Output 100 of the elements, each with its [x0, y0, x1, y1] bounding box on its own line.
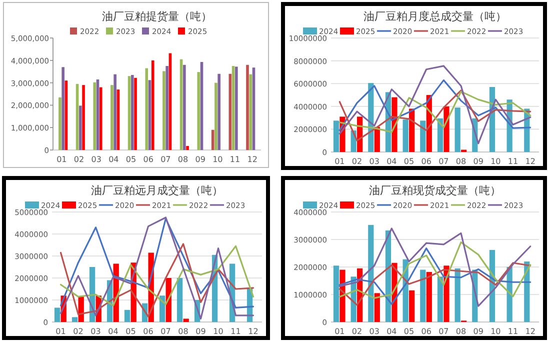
- line-series: [338, 90, 532, 133]
- x-tick-label: 12: [247, 155, 258, 164]
- chart-title: 油厂豆粕月度总成交量（吨）: [364, 10, 506, 23]
- bar: [246, 64, 249, 150]
- bar: [333, 266, 340, 322]
- x-tick-label: 04: [386, 327, 397, 336]
- x-tick-label: 11: [508, 157, 518, 166]
- x-tick-label: 02: [352, 157, 362, 166]
- x-tick-label: 08: [456, 327, 466, 336]
- bar: [402, 120, 408, 152]
- bar: [420, 120, 426, 152]
- bar: [176, 278, 183, 322]
- x-tick-label: 03: [369, 157, 380, 166]
- bar: [409, 108, 415, 152]
- x-tick-label: 04: [108, 155, 119, 164]
- x-tick-label: 09: [473, 157, 484, 166]
- x-tick-label: 08: [178, 155, 188, 164]
- x-tick-label: 08: [178, 327, 188, 336]
- x-tick-label: 07: [160, 327, 171, 336]
- bar: [183, 64, 186, 150]
- bar: [374, 126, 380, 152]
- line-series: [338, 248, 532, 305]
- x-tick-label: 05: [126, 327, 136, 336]
- x-tick-label: 10: [212, 155, 223, 164]
- chart-title: 油厂豆粕现货成交量（吨）: [369, 184, 501, 197]
- x-tick-label: 04: [386, 157, 397, 166]
- bar: [110, 85, 114, 150]
- bar: [72, 317, 78, 322]
- bar: [426, 272, 432, 322]
- bar: [420, 270, 426, 322]
- bar: [166, 66, 168, 150]
- x-tick-label: 01: [334, 157, 345, 166]
- x-tick-label: 10: [213, 327, 224, 336]
- line-series: [338, 90, 532, 142]
- bar: [235, 66, 238, 150]
- bar: [124, 310, 130, 322]
- bar: [62, 67, 64, 150]
- x-tick-label: 01: [56, 155, 67, 164]
- x-tick-label: 01: [56, 327, 66, 336]
- bar: [437, 276, 444, 322]
- bar: [131, 74, 134, 150]
- line-series: [338, 228, 532, 307]
- line-series: [338, 79, 532, 132]
- bar: [82, 85, 85, 150]
- x-tick-label: 05: [404, 327, 414, 336]
- x-tick-label: 03: [91, 155, 102, 164]
- bar: [114, 74, 116, 150]
- bar: [197, 72, 200, 150]
- x-tick-label: 11: [230, 155, 240, 164]
- bar: [93, 82, 96, 150]
- bar: [454, 268, 460, 322]
- line-series: [338, 241, 532, 299]
- x-tick-label: 03: [90, 327, 101, 336]
- x-tick-label: 02: [74, 155, 84, 164]
- x-tick-label: 06: [421, 327, 432, 336]
- x-tick-label: 10: [490, 327, 501, 336]
- bar: [249, 74, 252, 150]
- bar: [162, 71, 166, 150]
- x-tick-label: 07: [438, 157, 449, 166]
- x-tick-label: 07: [160, 155, 171, 164]
- line-series: [338, 262, 532, 306]
- bar: [214, 82, 218, 150]
- x-tick-label: 06: [421, 157, 432, 166]
- x-tick-label: 12: [248, 327, 258, 336]
- x-tick-label: 12: [525, 157, 536, 166]
- x-tick-label: 11: [508, 327, 518, 336]
- x-tick-label: 05: [126, 155, 136, 164]
- x-tick-label: 09: [196, 327, 206, 336]
- bar: [183, 318, 189, 322]
- x-tick-label: 04: [108, 327, 118, 336]
- bar: [368, 224, 374, 322]
- x-tick-label: 01: [334, 327, 345, 336]
- chart-title: 油厂豆粕提货量（吨）: [102, 10, 212, 23]
- bar: [54, 308, 60, 322]
- x-tick-label: 06: [143, 327, 154, 336]
- bar: [145, 68, 148, 150]
- line-series: [338, 65, 532, 144]
- x-tick-label: 09: [473, 327, 484, 336]
- bar: [454, 108, 460, 152]
- x-tick-label: 09: [195, 155, 206, 164]
- bar: [444, 106, 450, 152]
- x-tick-label: 12: [525, 327, 536, 336]
- line-series: [60, 243, 254, 318]
- bar: [134, 78, 137, 150]
- bar: [437, 118, 444, 152]
- bar: [333, 120, 340, 152]
- x-tick-label: 02: [352, 327, 362, 336]
- chart-title: 油厂豆粕远月成交量（吨）: [91, 184, 223, 197]
- bar: [218, 74, 220, 150]
- bar: [79, 106, 82, 150]
- bar: [58, 97, 62, 150]
- bar: [159, 296, 166, 322]
- bar: [409, 290, 415, 322]
- x-tick-label: 10: [490, 157, 501, 166]
- x-tick-label: 11: [230, 327, 241, 336]
- line-series: [60, 245, 254, 306]
- x-tick-label: 05: [404, 157, 414, 166]
- x-tick-label: 02: [73, 327, 84, 336]
- bar: [374, 293, 380, 322]
- bar: [151, 60, 154, 150]
